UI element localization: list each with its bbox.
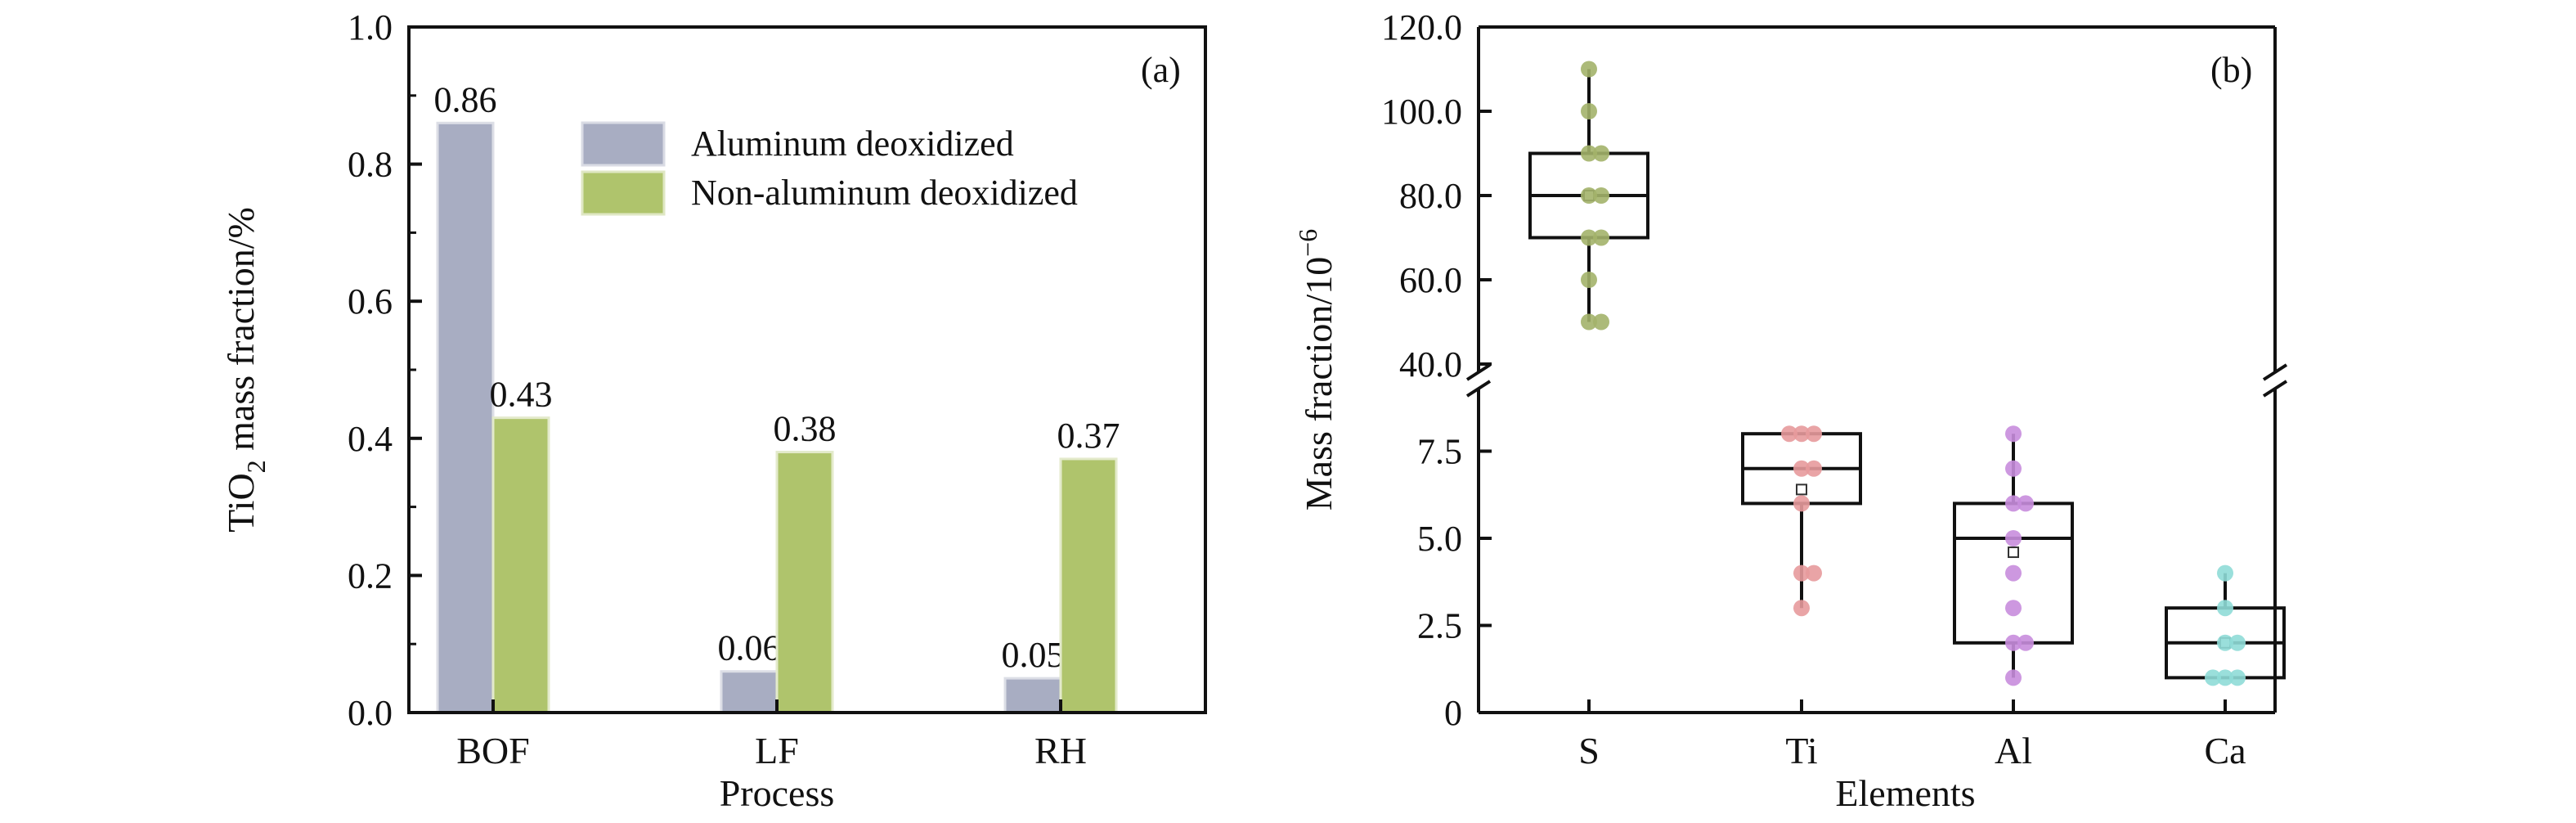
data-point: [2017, 634, 2034, 651]
data-label: 0.06: [718, 628, 781, 668]
legend-swatch-non-aluminum: [581, 170, 666, 216]
mean-marker: [1796, 483, 1807, 496]
data-point: [1781, 425, 1797, 443]
data-point: [1793, 600, 1810, 617]
data-point: [2005, 600, 2022, 617]
data-point: [2217, 634, 2233, 651]
data-point: [2005, 634, 2022, 651]
x-tick-label: Ca: [2204, 730, 2246, 771]
mean-marker: [2008, 546, 2019, 559]
data-label: 0.38: [774, 409, 837, 449]
panel-b-label: (b): [2210, 50, 2252, 90]
legend-swatch-aluminum: [581, 121, 666, 167]
panel-a-xlabel: Process: [720, 772, 835, 814]
data-point: [1593, 229, 1609, 246]
x-tick-label: S: [1578, 730, 1600, 771]
panel-b-plot: [1528, 61, 2286, 686]
legend-label-non-aluminum: Non-aluminum deoxidized: [691, 173, 1078, 213]
legend-label-aluminum: Aluminum deoxidized: [691, 124, 1014, 164]
y-tick-label: 100.0: [1381, 92, 1462, 132]
data-point: [2205, 669, 2221, 686]
y-tick-label: 5.0: [1417, 519, 1462, 559]
data-point: [1806, 460, 1822, 477]
y-tick-label: 80.0: [1399, 176, 1462, 216]
y-tick-label: 0.6: [348, 281, 393, 322]
panel-b-xlabel: Elements: [1835, 772, 1975, 814]
panel-b-axis: 0 2.5 5.0 7.5 40.0 60.0 80.0 100.0 120.0 S Ti Al Ca: [1381, 7, 2246, 771]
data-point: [2005, 564, 2022, 582]
data-point: [1581, 272, 1597, 288]
x-tick-label: Ti: [1785, 730, 1817, 771]
data-point: [1593, 313, 1609, 331]
panel-b-ylabel: Mass fraction/10−6: [1293, 229, 1340, 510]
data-point: [1806, 425, 1822, 443]
y-tick-label: 40.0: [1399, 344, 1462, 385]
data-point: [1793, 460, 1810, 477]
data-point: [1593, 187, 1609, 204]
y-tick-label: 60.0: [1399, 260, 1462, 300]
bar-aluminum-RH: [1003, 677, 1062, 714]
data-point: [1806, 564, 1822, 582]
data-point: [2229, 669, 2246, 686]
data-point: [2217, 600, 2233, 617]
y-tick-label: 0.4: [348, 419, 393, 459]
bar-non-aluminum-RH: [1059, 457, 1118, 714]
y-tick-label: 120.0: [1381, 7, 1462, 47]
data-point: [2229, 634, 2246, 651]
bar-aluminum-BOF: [436, 121, 495, 714]
panel-a-bars: 0.86 0.06 0.05 0.43 0.38 0.37: [434, 79, 1120, 714]
data-point: [1581, 103, 1597, 119]
bar-non-aluminum-LF: [775, 451, 834, 714]
data-point: [2005, 460, 2022, 477]
data-point: [2005, 425, 2022, 443]
panel-a-label: (a): [1141, 50, 1181, 90]
y-tick-label: 0.0: [348, 693, 393, 733]
data-point: [2017, 495, 2034, 512]
data-point: [2005, 495, 2022, 512]
y-tick-label: 0.8: [348, 145, 393, 185]
panel-a-axis: 0.0 0.2 0.4 0.6 0.8 1.0 BOF LF RH: [348, 7, 1087, 771]
panel-a-ylabel: TiO2 mass fraction/%: [220, 207, 271, 533]
y-tick-label: 2.5: [1417, 606, 1462, 646]
data-point: [2005, 669, 2022, 686]
y-tick-label: 0: [1444, 693, 1462, 733]
data-label: 0.37: [1057, 416, 1120, 456]
x-tick-label: LF: [755, 730, 799, 771]
y-tick-label: 1.0: [348, 7, 393, 47]
panel-b-frame: [1477, 25, 2277, 714]
x-tick-label: RH: [1034, 730, 1087, 771]
data-label: 0.43: [490, 375, 553, 415]
panel-a-legend: Aluminum deoxidized Non-aluminum deoxidi…: [581, 121, 1078, 216]
y-tick-label: 7.5: [1417, 432, 1462, 472]
data-point: [1581, 61, 1597, 78]
data-point: [2005, 530, 2022, 546]
y-tick-label: 0.2: [348, 555, 393, 596]
x-tick-label: Al: [1995, 730, 2032, 771]
panel-a-bar-chart: 0.86 0.06 0.05 0.43 0.38 0.37 0.0 0.2 0.4 0.6 0.8…: [220, 7, 1207, 814]
data-point: [1593, 145, 1609, 162]
data-point: [1581, 313, 1597, 331]
axis-break-marks: [1465, 363, 2288, 398]
data-point: [2217, 564, 2233, 582]
bar-aluminum-LF: [720, 670, 779, 714]
data-point: [2217, 669, 2233, 686]
data-point: [1581, 187, 1597, 204]
data-label: 0.86: [434, 79, 497, 119]
data-point: [1793, 564, 1810, 582]
data-point: [1581, 229, 1597, 246]
data-point: [1581, 145, 1597, 162]
data-point: [1793, 495, 1810, 512]
x-tick-label: BOF: [456, 730, 529, 771]
data-label: 0.05: [1002, 635, 1065, 675]
data-point: [1793, 425, 1810, 443]
bar-non-aluminum-BOF: [491, 416, 550, 714]
